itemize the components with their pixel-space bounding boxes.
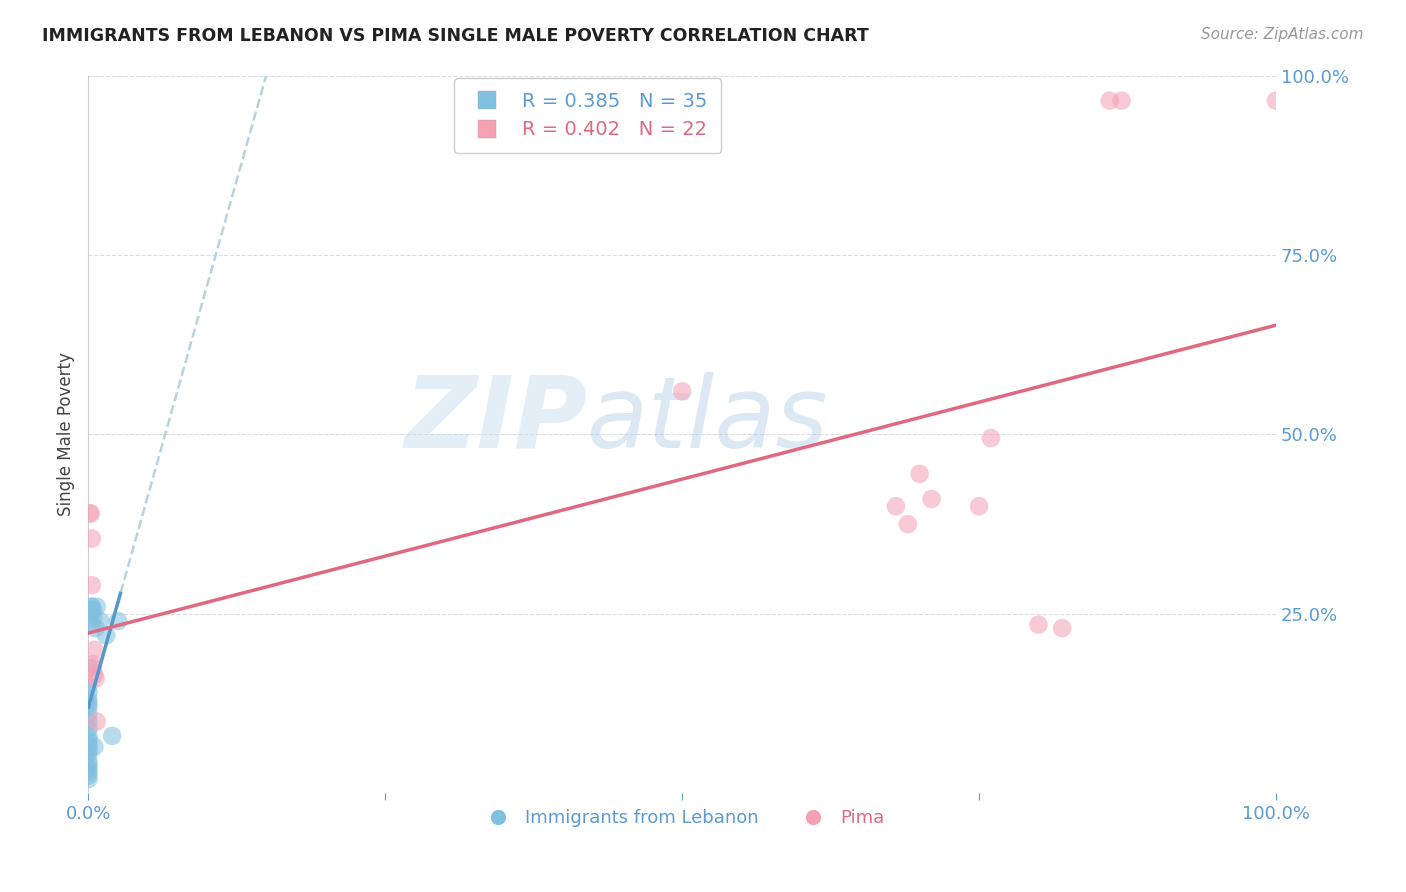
Point: [980, 431, 1002, 445]
Point: [83, 668, 105, 682]
Point: [77, 700, 100, 714]
Text: atlas: atlas: [588, 372, 828, 468]
Point: [101, 729, 124, 743]
Point: [77, 714, 100, 729]
Point: [1028, 617, 1050, 632]
Point: [1265, 94, 1288, 108]
Point: [80, 603, 103, 617]
Point: [83, 642, 105, 657]
Legend: Immigrants from Lebanon, Pima: Immigrants from Lebanon, Pima: [472, 802, 891, 835]
Point: [82, 657, 104, 672]
Point: [671, 384, 693, 399]
Point: [77, 679, 100, 693]
Point: [80, 599, 103, 614]
Point: [82, 603, 104, 617]
Y-axis label: Single Male Poverty: Single Male Poverty: [58, 352, 75, 516]
Point: [1098, 94, 1121, 108]
Text: Source: ZipAtlas.com: Source: ZipAtlas.com: [1201, 27, 1364, 42]
Point: [77, 739, 100, 754]
Point: [77, 729, 100, 743]
Point: [96, 628, 118, 642]
Point: [77, 757, 100, 772]
Point: [77, 764, 100, 779]
Point: [82, 610, 104, 624]
Text: ZIP: ZIP: [404, 372, 588, 468]
Point: [80, 532, 103, 546]
Point: [897, 517, 920, 532]
Point: [77, 754, 100, 768]
Point: [79, 507, 101, 521]
Point: [908, 467, 931, 481]
Point: [77, 722, 100, 736]
Point: [77, 747, 100, 761]
Text: IMMIGRANTS FROM LEBANON VS PIMA SINGLE MALE POVERTY CORRELATION CHART: IMMIGRANTS FROM LEBANON VS PIMA SINGLE M…: [42, 27, 869, 45]
Point: [80, 599, 103, 614]
Point: [77, 732, 100, 747]
Point: [77, 707, 100, 722]
Point: [80, 617, 103, 632]
Point: [967, 500, 990, 514]
Point: [77, 768, 100, 782]
Point: [79, 661, 101, 675]
Point: [107, 614, 129, 628]
Point: [84, 672, 107, 686]
Point: [77, 736, 100, 750]
Point: [77, 772, 100, 786]
Point: [84, 621, 107, 635]
Point: [80, 507, 103, 521]
Point: [1050, 621, 1073, 635]
Point: [77, 761, 100, 775]
Point: [82, 661, 104, 675]
Point: [80, 578, 103, 592]
Point: [80, 607, 103, 621]
Point: [77, 686, 100, 700]
Point: [86, 599, 108, 614]
Point: [77, 697, 100, 711]
Point: [1111, 94, 1133, 108]
Point: [86, 714, 108, 729]
Point: [89, 614, 111, 628]
Point: [884, 500, 907, 514]
Point: [77, 693, 100, 707]
Point: [83, 739, 105, 754]
Point: [921, 491, 943, 506]
Point: [77, 743, 100, 757]
